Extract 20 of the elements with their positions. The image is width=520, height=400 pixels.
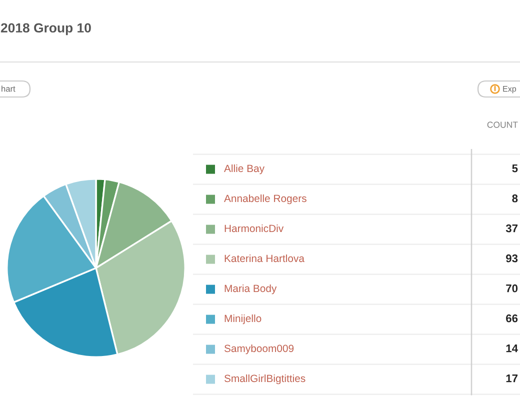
data-label: 14 — [506, 344, 518, 352]
data-label: 93 — [506, 254, 518, 262]
legend-label: Samyboom009 — [224, 344, 294, 354]
text: hart — [2, 86, 16, 92]
legend-label: Allie Bay — [224, 164, 265, 174]
legend-label: Minijello — [224, 314, 262, 324]
data-label: 66 — [506, 314, 518, 322]
data-label: 70 — [506, 284, 518, 292]
legend-label: HarmonicDiv — [224, 224, 284, 232]
chart-title: 2018 Group 10 — [0, 23, 91, 36]
data-label: 5 — [512, 164, 518, 172]
legend-label: Maria Body — [224, 284, 277, 294]
legend-label: Annabelle Rogers — [224, 194, 306, 204]
text: COUNT — [487, 122, 518, 128]
data-label: 37 — [506, 224, 518, 232]
data-label: 8 — [512, 194, 518, 202]
legend-label: SmallGirlBigtitties — [224, 374, 306, 384]
text: Exp — [503, 86, 516, 94]
legend-label: Katerina Hartlova — [224, 254, 304, 262]
data-label: 17 — [506, 374, 518, 382]
